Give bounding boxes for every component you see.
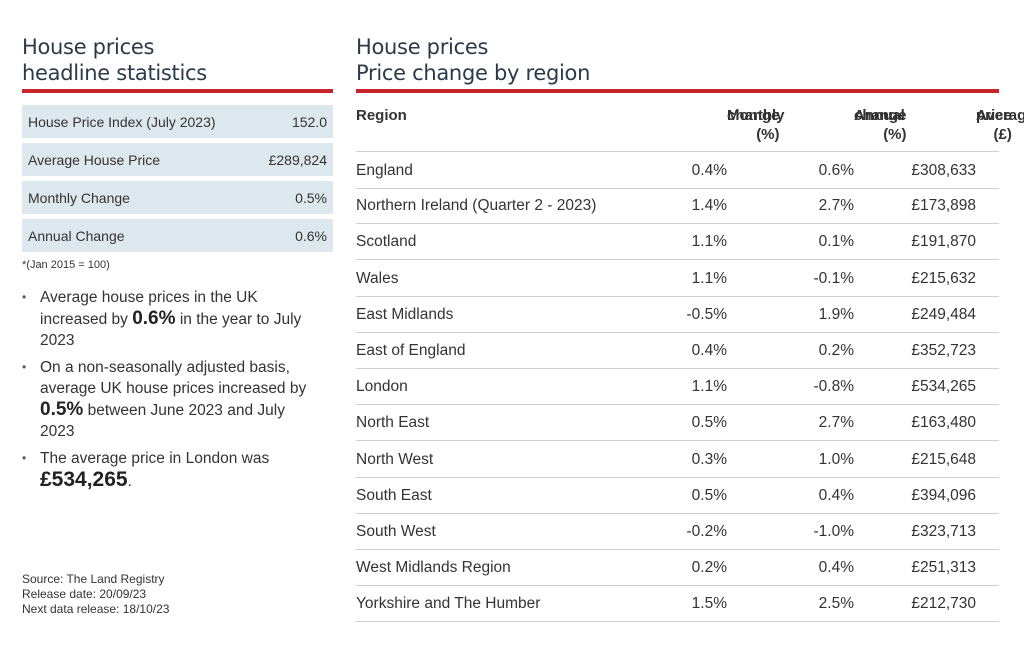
table-row: London 1.1% -0.8% £534,265 [356,368,999,406]
monthly-change-cell: 0.5% [691,486,727,504]
region-cell: South East [356,486,432,504]
table-row: Northern Ireland (Quarter 2 - 2023) 1.4% 2… [356,187,999,225]
monthly-change-cell: 1.1% [691,269,727,287]
headline-title-line1: House prices [22,35,155,59]
stat-value: 0.5% [295,189,327,206]
monthly-change-cell: 1.1% [691,378,727,396]
monthly-change-cell: 0.4% [691,342,727,359]
stat-monthly-change: Monthly Change 0.5% [22,181,333,214]
key-point: On a non-seasonally adjusted basis, aver… [22,357,322,442]
table-row: West Midlands Region 0.2% 0.4% £251,313 [356,549,999,587]
header-region: Region [356,107,407,124]
table-row: England 0.4% 0.6% £308,633 [356,151,999,189]
monthly-change-cell: -0.2% [686,523,728,540]
stat-label: Monthly Change [28,189,130,206]
table-row: Yorkshire and The Humber 1.5% 2.5% £212,730 [356,585,999,623]
table-row: East of England 0.4% 0.2% £352,723 [356,332,999,369]
annual-change-cell: 0.1% [818,233,854,251]
annual-change-cell: -0.1% [813,269,855,287]
annual-change-cell: 2.7% [818,414,854,432]
stat-value: 152.0 [291,113,327,130]
region-cell: West Midlands Region [356,559,511,577]
region-cell: England [356,162,413,179]
annual-change-cell: 0.4% [818,559,854,577]
average-price-cell: £191,870 [911,233,976,251]
table-row: Wales 1.1% -0.1% £215,632 [356,260,999,297]
stat-average-price: Average House Price £289,824 [22,143,333,176]
key-point: Average house prices in the UK increased… [22,287,322,351]
annual-change-cell: 1.9% [818,305,854,323]
region-cell: Yorkshire and The Humber [356,595,541,613]
average-price-cell: £163,480 [911,414,976,432]
annual-change-cell: 0.4% [818,486,854,504]
key-point: The average price in London was £534,265… [22,448,322,492]
region-cell: Northern Ireland (Quarter 2 - 2023) [356,197,597,215]
average-price-cell: £394,096 [911,486,976,504]
annual-change-cell: -1.0% [813,523,855,540]
region-cell: East Midlands [356,305,454,323]
table-row: South West -0.2% -1.0% £323,713 [356,513,999,550]
next-release-date: Next data release: 18/10/23 [22,602,170,616]
stat-label: Average House Price [28,151,161,168]
monthly-change-cell: -0.5% [686,305,728,323]
region-cell: East of England [356,342,466,359]
headline-title-rule [22,89,333,93]
monthly-change-cell: 0.5% [691,414,727,432]
average-price-cell: £215,632 [911,269,976,287]
table-row: South East 0.5% 0.4% £394,096 [356,477,999,514]
region-title-line1: House prices [356,35,489,59]
stat-hpi: House Price Index (July 2023) 152.0 [22,105,333,138]
monthly-change-cell: 0.3% [691,450,727,468]
annual-change-cell: 0.6% [818,162,854,179]
monthly-change-cell: 1.4% [691,197,727,215]
source-text: Source: The Land Registry [22,572,165,586]
average-price-cell: £249,484 [911,305,976,323]
table-header: Region Monthly change (%) Annual change (%… [356,107,1024,143]
average-price-cell: £534,265 [911,378,976,396]
region-cell: Wales [356,269,399,287]
annual-change-cell: 2.7% [818,197,854,215]
average-price-cell: £173,898 [911,197,976,215]
monthly-change-cell: 0.4% [691,162,727,179]
table-row: East Midlands -0.5% 1.9% £249,484 [356,296,999,333]
annual-change-cell: 1.0% [818,450,854,468]
stat-value: £289,824 [268,151,327,168]
average-price-cell: £352,723 [911,342,976,359]
average-price-cell: £308,633 [911,162,976,179]
annual-change-cell: 2.5% [818,595,854,613]
average-price-cell: £323,713 [911,523,976,540]
key-points-list: Average house prices in the UK increased… [22,287,322,498]
region-cell: Scotland [356,233,417,251]
annual-change-cell: -0.8% [813,378,855,396]
table-row: North East 0.5% 2.7% £163,480 [356,404,999,442]
region-cell: North West [356,450,434,468]
region-cell: London [356,378,408,396]
average-price-cell: £251,313 [911,559,976,577]
monthly-change-cell: 1.1% [691,233,727,251]
annual-change-cell: 0.2% [818,342,854,359]
region-cell: South West [356,523,436,540]
monthly-change-cell: 0.2% [691,559,727,577]
stat-label: House Price Index (July 2023) [28,113,216,130]
table-row: Scotland 1.1% 0.1% £191,870 [356,223,999,261]
table-row: North West 0.3% 1.0% £215,648 [356,441,999,478]
source-info: Source: The Land Registry Release date: … [22,572,169,617]
average-price-cell: £212,730 [911,595,976,613]
average-price-cell: £215,648 [911,450,976,468]
stat-annual-change: Annual Change 0.6% [22,219,333,252]
index-footnote: *(Jan 2015 = 100) [22,259,110,271]
release-date: Release date: 20/09/23 [22,587,147,601]
monthly-change-cell: 1.5% [691,595,727,613]
region-title-rule [356,89,999,93]
headline-title-line2: headline statistics [22,61,207,85]
region-cell: North East [356,414,430,432]
headline-title: House prices headline statistics [22,34,207,86]
region-title: House prices Price change by region [356,34,590,86]
stat-label: Annual Change [28,227,125,244]
stat-value: 0.6% [295,227,327,244]
region-title-line2: Price change by region [356,61,591,85]
